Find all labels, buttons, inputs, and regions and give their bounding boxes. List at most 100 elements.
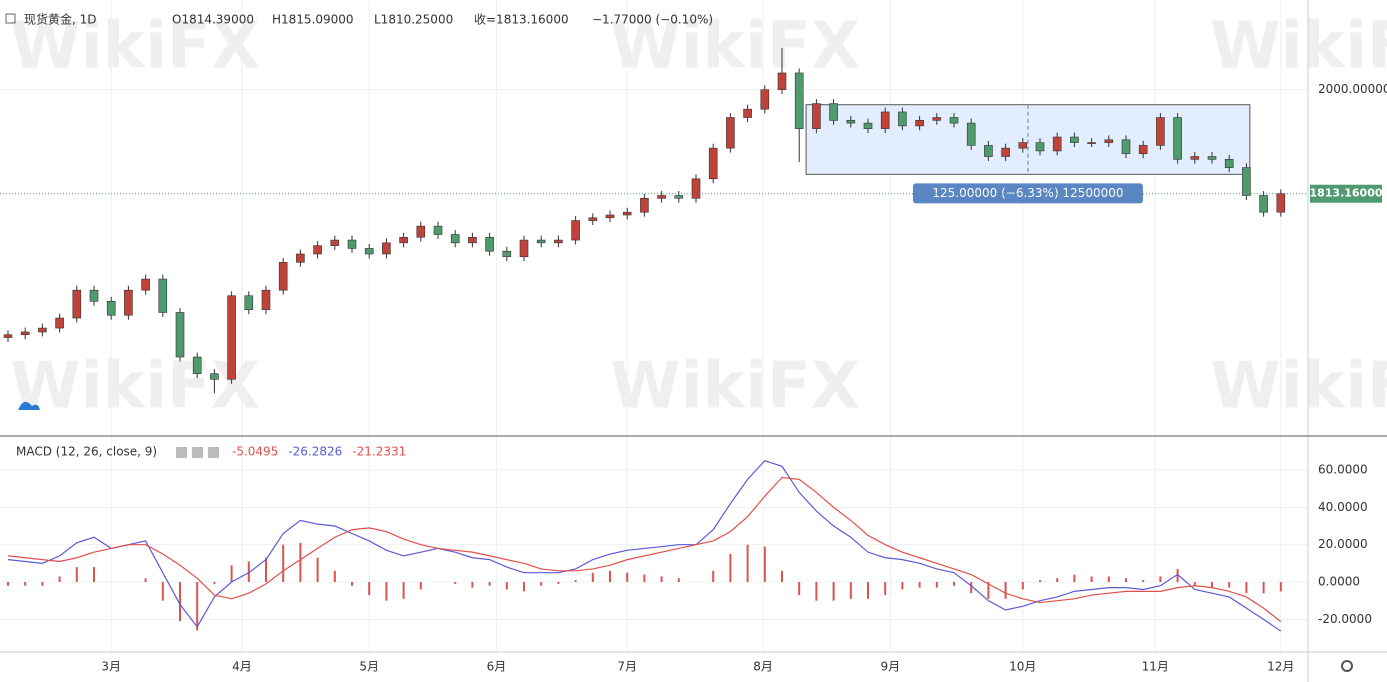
candle-body — [55, 317, 64, 329]
histogram-bar — [1193, 582, 1196, 586]
histogram-bar — [540, 582, 543, 586]
watermark: WikiFX — [610, 10, 860, 84]
ohlc-close: 收=1813.16000 — [474, 13, 569, 27]
macd-line — [7, 460, 1282, 632]
candle-body — [829, 103, 838, 121]
candle-body — [708, 147, 718, 180]
macd-title[interactable]: MACD (12, 26, close, 9) — [16, 445, 157, 459]
histogram-bar — [368, 582, 371, 596]
candle-body — [330, 239, 340, 246]
histogram-bar — [488, 582, 491, 586]
candle-body — [863, 122, 873, 129]
candle-body — [399, 236, 408, 244]
histogram-bar — [677, 578, 680, 583]
candle-body — [1070, 136, 1079, 143]
watermark: WikiFX — [1210, 350, 1387, 424]
histogram-bar — [402, 582, 405, 599]
candle-body — [1087, 142, 1096, 144]
histogram-bar — [746, 544, 749, 583]
collapse-icon[interactable] — [5, 13, 16, 24]
logo — [18, 401, 40, 410]
macd-line — [7, 476, 1282, 623]
candle-body — [743, 108, 752, 118]
candle-body — [777, 72, 787, 90]
histogram-bar — [351, 582, 353, 586]
ohlc-high: H1815.09000 — [272, 13, 354, 27]
candle-body — [1018, 142, 1028, 149]
histogram-bar — [643, 574, 646, 583]
histogram-bar — [213, 582, 216, 584]
y-tick-label: 40.0000 — [1318, 500, 1368, 514]
y-tick-label: 0.0000 — [1318, 575, 1360, 589]
histogram-bar — [729, 554, 732, 583]
histogram-bar — [867, 582, 869, 599]
candle-body — [450, 234, 460, 244]
histogram-bar — [1245, 582, 1248, 594]
histogram-bar — [247, 561, 250, 583]
histogram-bar — [58, 576, 61, 583]
candle-body — [382, 242, 391, 255]
candle-body — [1207, 156, 1217, 160]
symbol[interactable]: 现货黄金, 1D — [24, 12, 97, 27]
candle-body — [880, 111, 890, 129]
legend-value: -26.2826 — [288, 445, 342, 459]
candle-body — [1276, 193, 1286, 213]
settings-icon[interactable] — [1341, 660, 1353, 672]
watermark: WikiFX — [10, 10, 260, 84]
candle-body — [984, 145, 993, 157]
histogram-bar — [7, 582, 9, 586]
histogram-bar — [282, 544, 285, 583]
candle-body — [846, 120, 856, 124]
x-tick-label: 6月 — [487, 660, 507, 674]
histogram-bar — [970, 582, 973, 594]
candle-body — [468, 236, 477, 244]
histogram-bar — [523, 582, 525, 592]
histogram-bar — [609, 570, 611, 583]
candle-body — [175, 312, 185, 358]
histogram-bar — [798, 582, 801, 596]
histogram-bar — [1107, 576, 1110, 583]
candle-body — [932, 117, 942, 121]
watermark: WikiFX — [1210, 10, 1387, 84]
candle-body — [794, 72, 804, 129]
histogram-bar — [1090, 576, 1093, 583]
candle-body — [20, 331, 30, 336]
histogram-bar — [419, 582, 422, 590]
candle-body — [502, 250, 512, 258]
histogram-bar — [333, 570, 336, 583]
histogram-bar — [24, 582, 27, 586]
histogram-bar — [626, 572, 629, 583]
candle-body — [38, 327, 47, 333]
candle-body — [106, 301, 116, 316]
candle-body — [812, 103, 821, 129]
x-tick-label: 5月 — [359, 660, 379, 674]
candle-body — [433, 225, 443, 235]
histogram-bar — [987, 582, 990, 599]
histogram-bar — [849, 582, 852, 599]
ohlc-change: −1.77000 (−0.10%) — [592, 13, 713, 27]
candle-body — [261, 289, 271, 310]
measure-label: 125.00000 (−6.33%) 12500000 — [932, 186, 1123, 200]
candle-body — [1001, 147, 1010, 157]
histogram-bar — [953, 582, 955, 586]
histogram-bar — [884, 582, 887, 596]
candle-body — [192, 356, 202, 375]
x-tick-label: 3月 — [101, 660, 121, 674]
x-tick-label: 11月 — [1142, 660, 1169, 674]
candle-body — [210, 373, 219, 380]
candle-body — [726, 117, 735, 149]
histogram-bar — [161, 582, 164, 601]
histogram-bar — [1211, 582, 1213, 588]
candle-body — [915, 120, 924, 127]
x-tick-label: 7月 — [617, 660, 637, 674]
x-tick-label: 4月 — [232, 660, 252, 674]
histogram-bar — [196, 582, 199, 631]
histogram-bar — [316, 557, 319, 583]
histogram-bar — [1004, 582, 1007, 599]
macd-controls[interactable] — [176, 447, 219, 458]
candle-body — [3, 334, 13, 338]
histogram-bar — [1159, 576, 1162, 583]
candle-body — [124, 289, 133, 316]
